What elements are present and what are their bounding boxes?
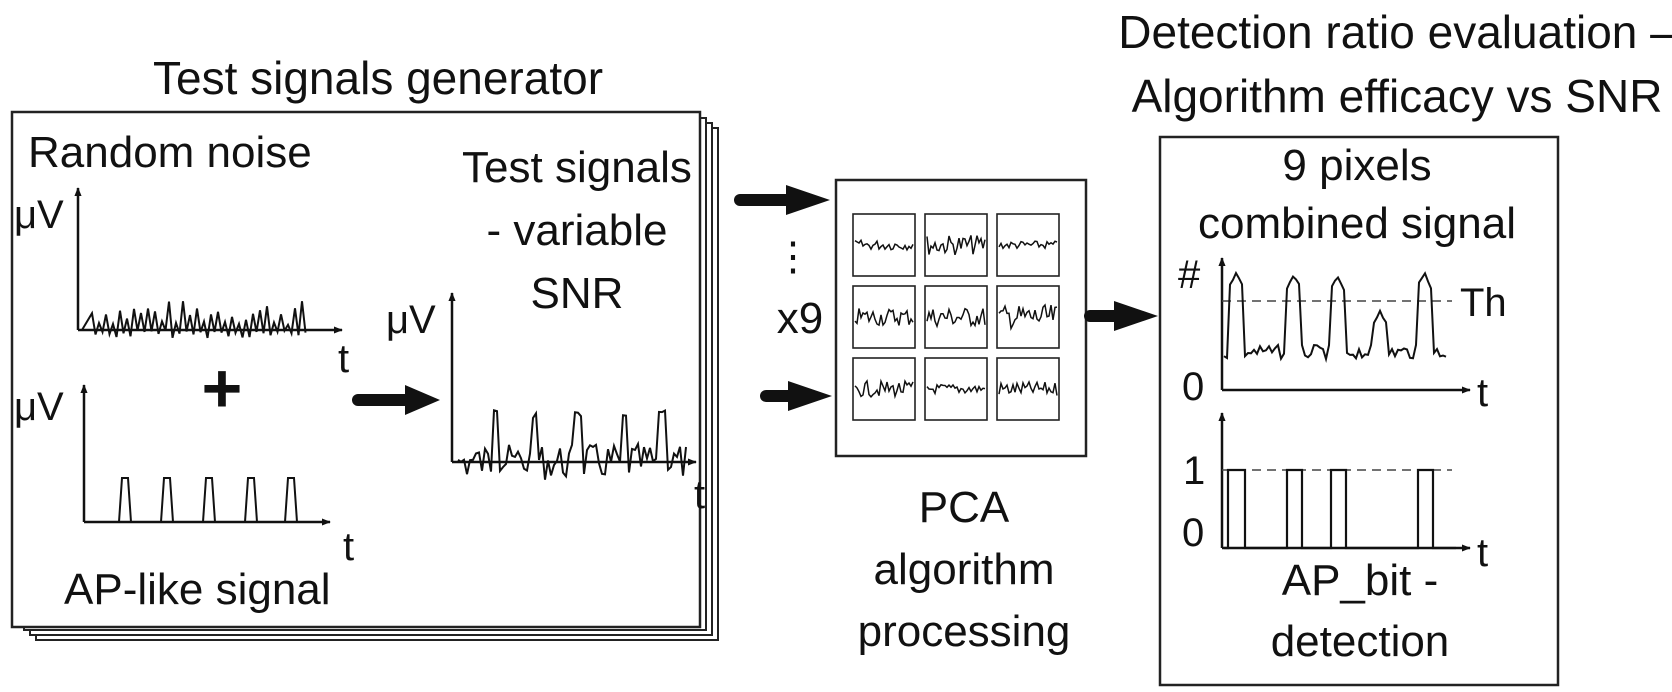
pca-pixel-trace xyxy=(998,303,1058,332)
detection-label-line1: AP_bit - xyxy=(1282,556,1439,605)
evaluation-panel xyxy=(1158,135,1560,687)
pca-pixel-trace xyxy=(854,378,914,400)
pca-pixel-trace xyxy=(854,238,914,252)
ellipsis-icon: ⋮ xyxy=(773,235,813,279)
pca-input-arrow-bottom xyxy=(760,381,832,411)
bit-x-unit: t xyxy=(1477,531,1488,575)
test-y-unit: μV xyxy=(386,298,436,342)
pca-label-line1: PCA xyxy=(919,483,1010,532)
test-signals-label-line1: Test signals xyxy=(462,143,692,192)
pca-input-arrow-top xyxy=(734,185,830,215)
test-x-unit: t xyxy=(694,473,705,517)
pca-label-line3: processing xyxy=(858,607,1071,656)
pca-label-line2: algorithm xyxy=(874,545,1055,594)
ap-x-unit: t xyxy=(343,525,354,569)
test-signals-label-line2: - variable xyxy=(487,206,668,255)
pca-pixel-trace xyxy=(926,306,986,329)
combined-trace xyxy=(1223,270,1447,363)
test-signals-label-line3: SNR xyxy=(531,269,624,318)
evaluation-input-arrow xyxy=(1084,301,1158,331)
ap-y-unit: μV xyxy=(14,385,64,429)
noise-label: Random noise xyxy=(28,128,312,177)
plus-icon: + xyxy=(202,349,243,427)
generator-panel-stack xyxy=(10,110,719,641)
multiplier-label: x9 xyxy=(777,294,823,343)
combined-y-zero: 0 xyxy=(1182,365,1204,409)
pca-pixel-cell xyxy=(996,285,1060,349)
threshold-label: Th xyxy=(1460,281,1507,325)
pca-pixel-trace xyxy=(998,380,1058,396)
evaluation-title-line2: Algorithm efficacy vs SNR xyxy=(1132,70,1663,122)
bit-trace xyxy=(1224,468,1456,550)
ap-label: AP-like signal xyxy=(64,565,331,614)
noise-y-unit: μV xyxy=(14,193,64,237)
generator-panel xyxy=(10,110,702,629)
pca-pixel-cell xyxy=(852,285,916,349)
combined-label-line2: combined signal xyxy=(1198,199,1516,248)
bit-y-one: 1 xyxy=(1183,449,1205,493)
pca-pixel-trace xyxy=(998,240,1058,250)
ap-trace xyxy=(88,477,318,523)
generator-title: Test signals generator xyxy=(153,52,603,104)
noise-trace xyxy=(81,301,307,339)
combined-y-unit: # xyxy=(1178,253,1201,297)
pca-pixel-trace xyxy=(926,383,986,396)
pca-pixel-trace xyxy=(854,308,914,327)
generator-arrow xyxy=(352,385,440,415)
pca-pixel-trace xyxy=(926,235,986,256)
detection-label-line2: detection xyxy=(1271,617,1450,666)
combined-x-unit: t xyxy=(1477,371,1488,415)
noise-x-unit: t xyxy=(338,337,349,381)
evaluation-title-line1: Detection ratio evaluation – xyxy=(1118,6,1672,58)
test-signal-trace xyxy=(457,409,687,480)
bit-y-zero: 0 xyxy=(1182,511,1204,555)
combined-label-line1: 9 pixels xyxy=(1282,141,1431,190)
pca-pixel-grid xyxy=(852,213,1060,421)
